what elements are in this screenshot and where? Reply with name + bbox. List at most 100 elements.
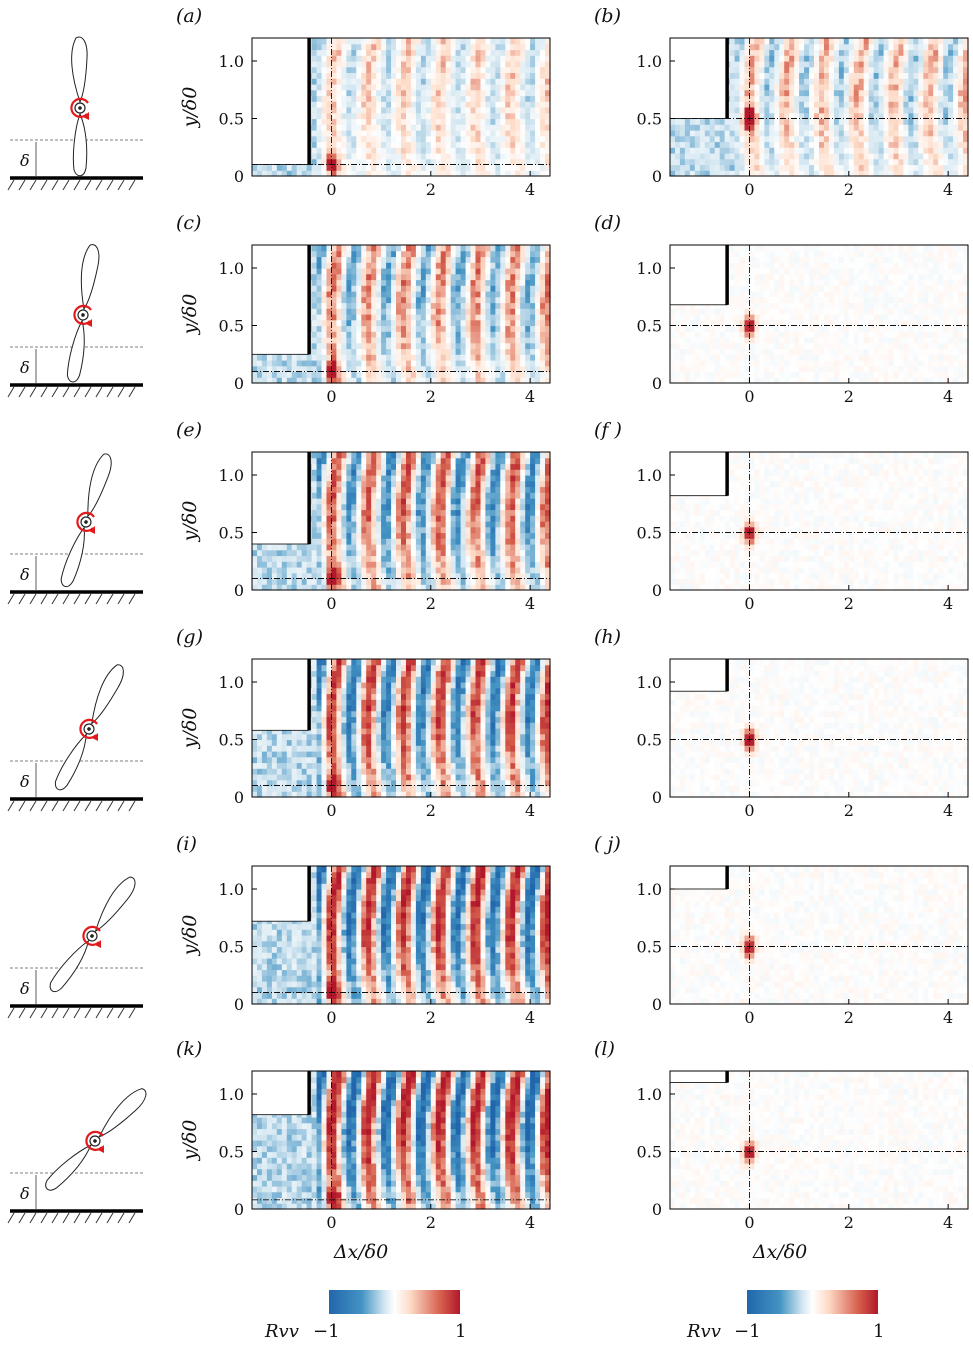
heatmap-cell	[430, 354, 437, 361]
heatmap-cell	[714, 130, 721, 137]
heatmap-cell	[505, 377, 511, 384]
heatmap-cell	[341, 158, 347, 166]
heatmap-cell	[257, 164, 263, 171]
heatmap-cell	[485, 78, 491, 85]
heatmap-cell	[888, 55, 895, 62]
heatmap-cell	[430, 84, 437, 91]
heatmap-cell	[366, 107, 372, 114]
heatmap-cell	[445, 296, 452, 304]
heatmap-cell	[470, 342, 477, 350]
heatmap-cell	[430, 256, 437, 263]
heatmap-cell	[435, 337, 442, 344]
heatmap-cell	[545, 377, 551, 384]
heatmap-cell	[435, 147, 442, 154]
heatmap-cell	[356, 78, 362, 85]
heatmap-cell	[754, 158, 760, 166]
heatmap-cell	[401, 342, 407, 350]
heatmap-cell	[316, 118, 323, 125]
heatmap-cell	[331, 55, 338, 62]
heatmap-cell	[699, 319, 706, 327]
heatmap-cell	[480, 360, 487, 367]
heatmap-cell	[450, 348, 457, 355]
heatmap-cell	[371, 130, 377, 137]
heatmap-cell	[540, 118, 546, 125]
heatmap-cell	[878, 84, 885, 91]
heatmap-cell	[391, 66, 397, 73]
heatmap-cell	[789, 118, 795, 125]
heatmap-cell	[789, 135, 795, 143]
heatmap-cell	[440, 49, 447, 56]
heatmap-cell	[485, 268, 491, 275]
heatmap-cell	[440, 61, 447, 68]
heatmap-cell	[445, 84, 452, 91]
heatmap-cell	[883, 118, 890, 125]
heatmap-cell	[420, 296, 427, 304]
heatmap-cell	[435, 325, 442, 332]
heatmap-cell	[396, 118, 402, 125]
heatmap-cell	[311, 354, 318, 361]
heatmap-cell	[386, 141, 392, 148]
heatmap-cell	[331, 107, 338, 114]
heatmap-cell	[331, 348, 338, 355]
heatmap-cell	[784, 365, 790, 373]
heatmap-cell	[948, 95, 954, 102]
heatmap-cell	[958, 107, 964, 114]
heatmap-cell	[729, 118, 736, 125]
heatmap-cell	[415, 348, 422, 355]
heatmap-cell	[545, 84, 551, 91]
heatmap-cell	[480, 354, 487, 361]
heatmap-cell	[490, 147, 496, 154]
heatmap-cell	[774, 268, 780, 275]
heatmap-cell	[520, 279, 526, 286]
heatmap-cell	[923, 118, 929, 125]
heatmap-cell	[530, 348, 536, 355]
heatmap-cell	[724, 371, 731, 378]
heatmap-cell	[908, 107, 914, 114]
heatmap-cell	[425, 130, 432, 137]
heatmap-cell	[525, 89, 531, 97]
heatmap-cell	[734, 342, 741, 350]
heatmap-cell	[420, 325, 427, 332]
heatmap-cell	[878, 170, 885, 177]
heatmap-cell	[321, 153, 328, 160]
y-tick-label: 1.0	[219, 52, 244, 71]
heatmap-cell	[953, 124, 959, 131]
heatmap-cell	[863, 66, 870, 73]
heatmap-cell	[356, 285, 362, 292]
heatmap-cell	[356, 365, 362, 373]
heatmap-cell	[450, 256, 457, 263]
heatmap-cell	[689, 147, 696, 154]
heatmap-cell	[769, 130, 775, 137]
heatmap-cell	[455, 325, 462, 332]
heatmap-cell	[784, 135, 790, 143]
heatmap-cell	[346, 158, 352, 166]
heatmap-cell	[670, 314, 676, 321]
heatmap-cell	[535, 147, 541, 154]
heatmap-cell	[764, 38, 770, 45]
heatmap-cell	[336, 124, 342, 131]
heatmap-cell	[485, 170, 491, 177]
heatmap-cell	[396, 158, 402, 166]
heatmap-cell	[938, 55, 944, 62]
heatmap-cell	[540, 325, 546, 332]
heatmap-cell	[376, 302, 382, 309]
heatmap-cell	[470, 118, 477, 125]
heatmap-cell	[490, 89, 496, 97]
heatmap-cell	[331, 377, 338, 384]
heatmap-cell	[888, 84, 895, 91]
heatmap-cell	[535, 170, 541, 177]
heatmap-cell	[346, 78, 352, 85]
heatmap-cell	[271, 170, 278, 177]
heatmap-cell	[868, 55, 875, 62]
heatmap-cell	[515, 72, 521, 79]
heatmap-cell	[744, 296, 751, 304]
heatmap-cell	[754, 141, 760, 148]
heatmap-cell	[709, 164, 716, 171]
heatmap-cell	[356, 38, 362, 45]
heatmap-cell	[311, 61, 318, 68]
heatmap-cell	[440, 268, 447, 275]
heatmap-cell	[520, 147, 526, 154]
heatmap-cell	[316, 268, 323, 275]
heatmap-cell	[475, 331, 482, 338]
heatmap-cell	[485, 377, 491, 384]
